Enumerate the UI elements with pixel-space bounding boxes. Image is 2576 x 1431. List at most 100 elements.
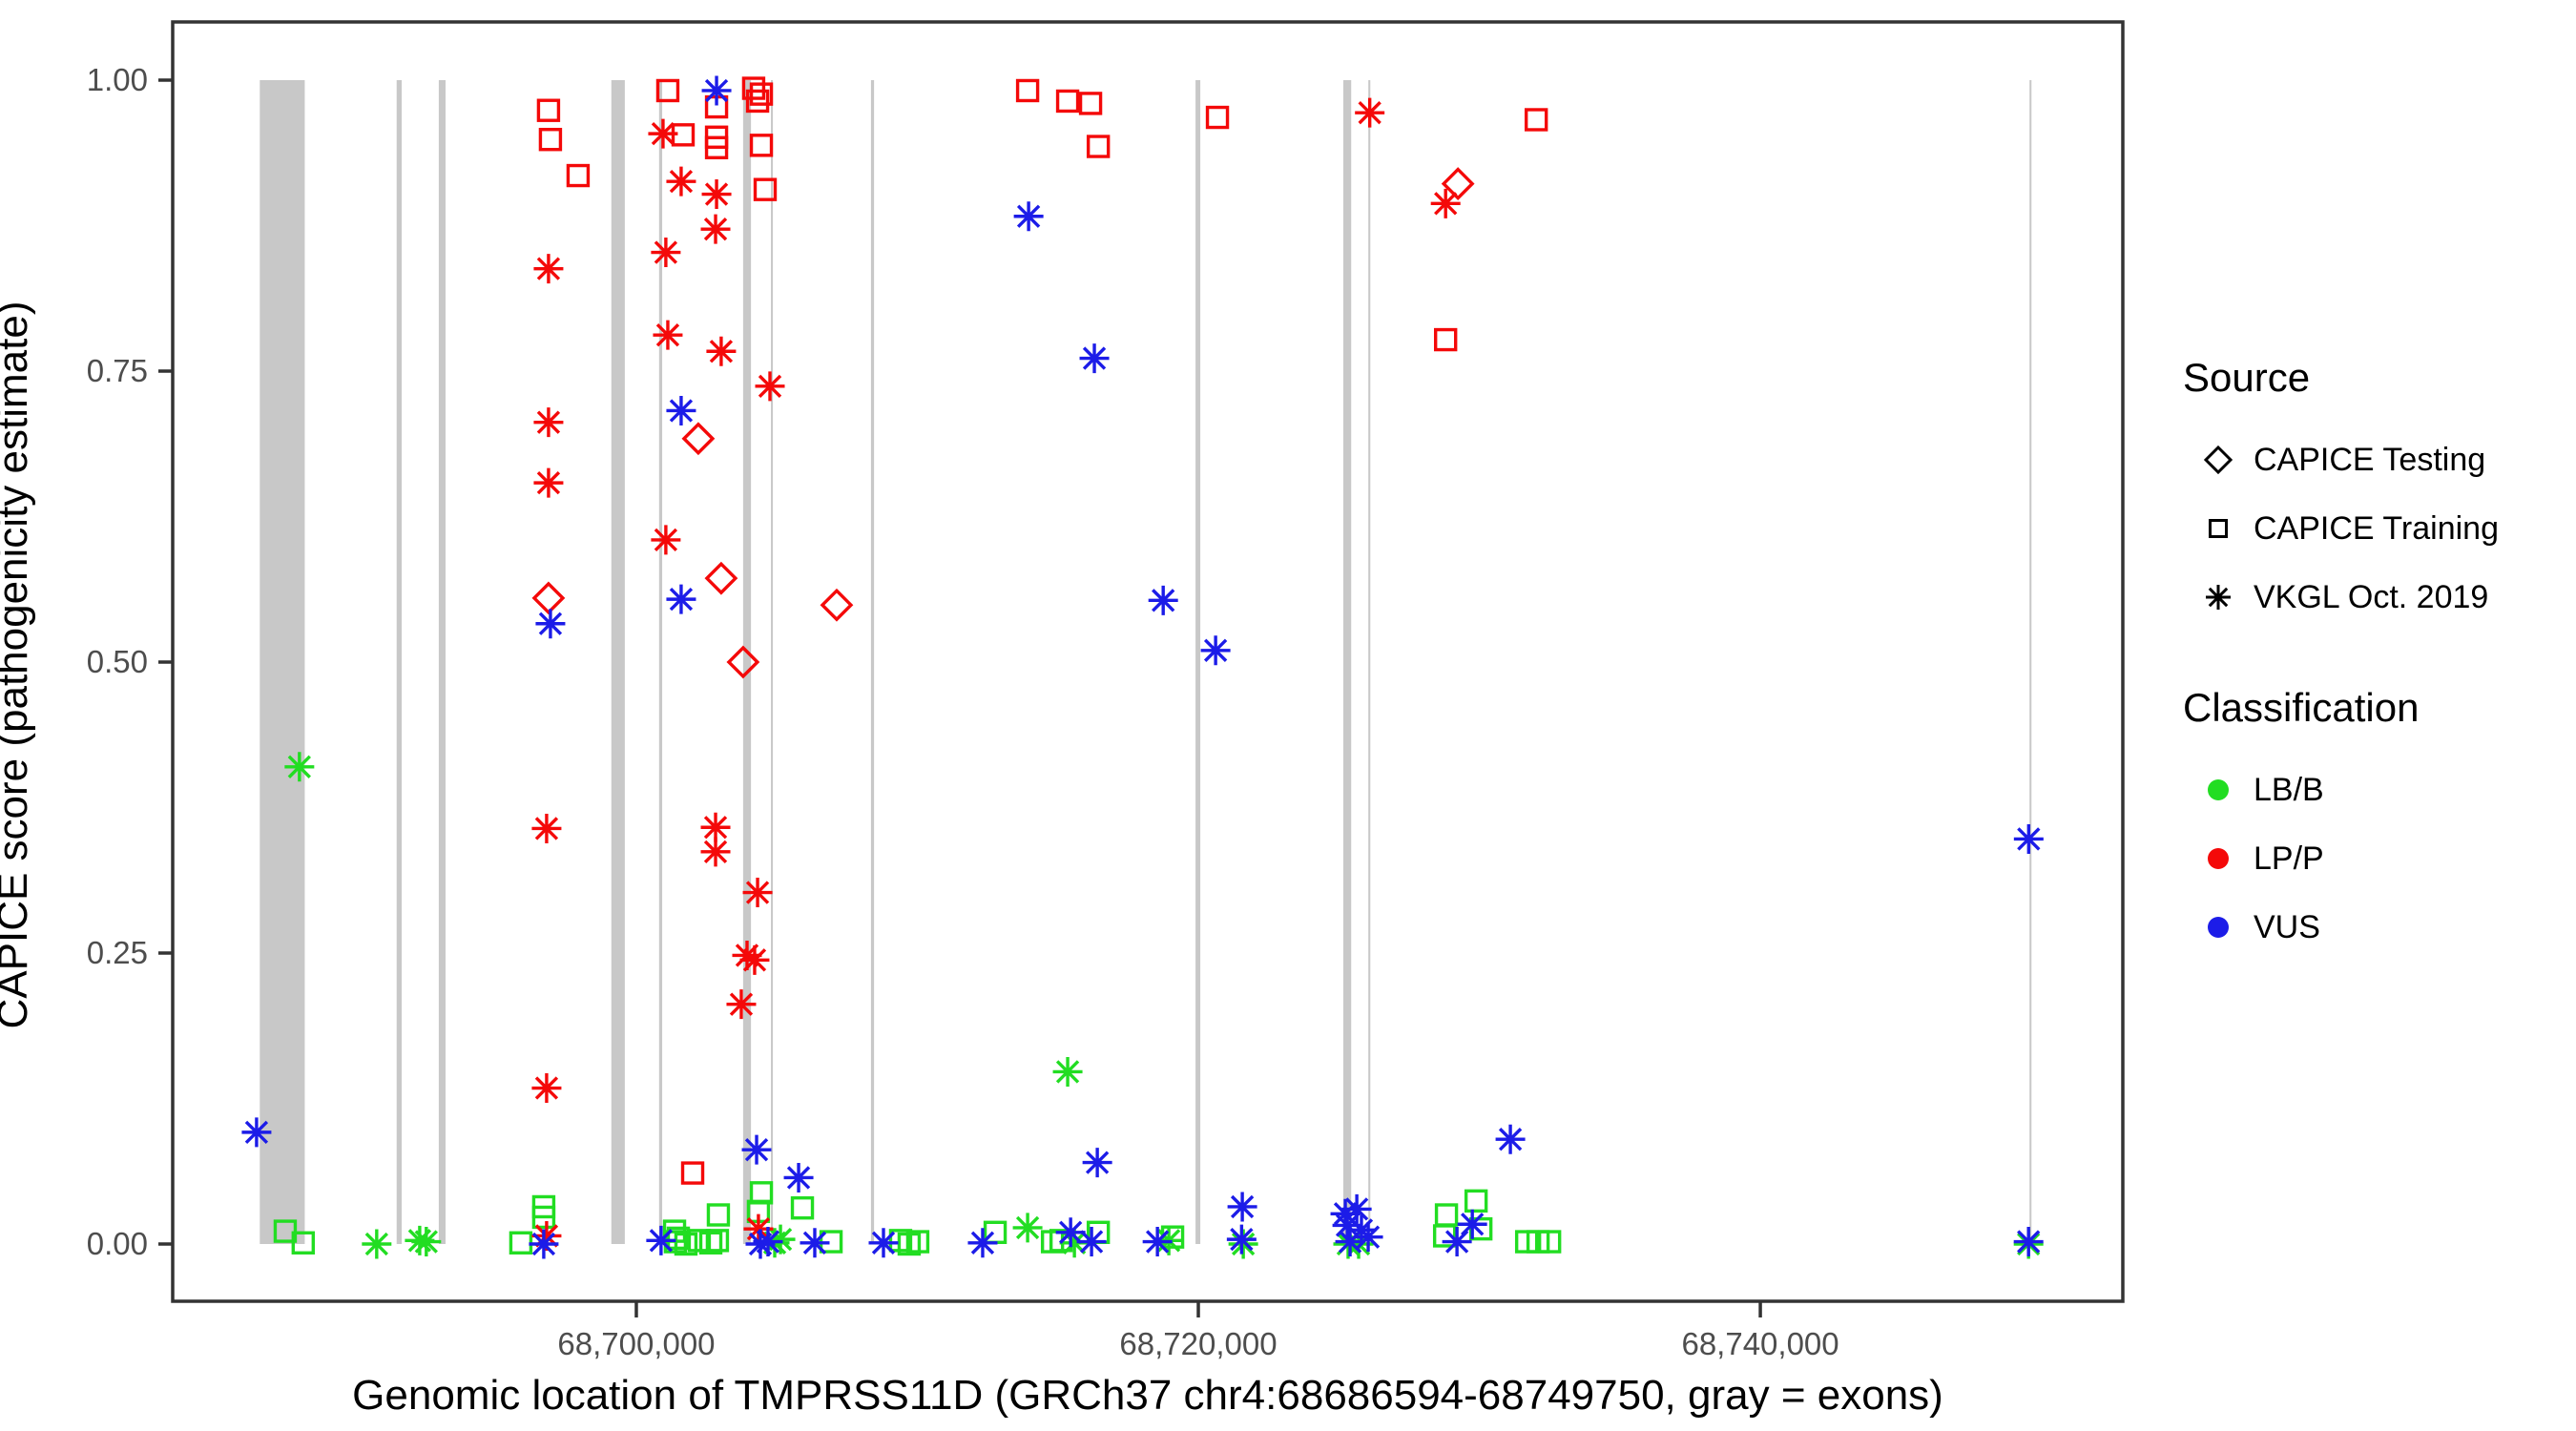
exon-bar bbox=[1195, 80, 1201, 1244]
data-point bbox=[648, 118, 678, 149]
data-point bbox=[1078, 92, 1103, 115]
data-point bbox=[701, 75, 732, 106]
exon-bar bbox=[396, 80, 403, 1244]
data-point bbox=[753, 177, 778, 201]
lpp-color-dot-icon bbox=[2183, 838, 2254, 880]
legend-item-capice-training: CAPICE Training bbox=[2183, 494, 2499, 563]
legend-item-label: CAPICE Testing bbox=[2254, 441, 2486, 478]
data-point bbox=[1332, 1210, 1362, 1240]
data-point bbox=[1012, 1213, 1043, 1243]
data-point bbox=[1430, 188, 1461, 218]
exon-bar bbox=[771, 80, 774, 1244]
data-point bbox=[745, 89, 770, 114]
data-point bbox=[701, 179, 732, 210]
data-point bbox=[533, 407, 564, 438]
data-point bbox=[646, 1225, 676, 1255]
data-point bbox=[1055, 1217, 1086, 1248]
data-point bbox=[1228, 1229, 1258, 1259]
data-point bbox=[531, 1220, 562, 1251]
lbb-color-dot-icon bbox=[2183, 769, 2254, 811]
data-point bbox=[531, 581, 566, 615]
data-point bbox=[666, 395, 696, 425]
data-point bbox=[1441, 167, 1475, 200]
exon-bar bbox=[1342, 80, 1352, 1244]
data-point bbox=[529, 1229, 559, 1259]
exon-bar bbox=[1368, 80, 1371, 1244]
data-point bbox=[362, 1229, 392, 1259]
legend-item-vkgl: VKGL Oct. 2019 bbox=[2183, 563, 2499, 632]
data-point bbox=[739, 944, 770, 975]
data-point bbox=[666, 166, 696, 197]
data-point bbox=[743, 1213, 774, 1244]
x-tick-label: 68,720,000 bbox=[1119, 1326, 1277, 1361]
data-point bbox=[1457, 1209, 1487, 1239]
data-point bbox=[753, 1227, 783, 1257]
x-tick-label: 68,700,000 bbox=[557, 1326, 715, 1361]
data-point bbox=[698, 1231, 723, 1255]
exon-bar bbox=[742, 80, 752, 1244]
data-point bbox=[1343, 1229, 1374, 1259]
data-point bbox=[538, 128, 563, 152]
data-point bbox=[755, 371, 785, 402]
data-point bbox=[533, 467, 564, 498]
y-tick-label: 0.75 bbox=[87, 353, 148, 388]
data-point bbox=[509, 1231, 533, 1255]
data-point bbox=[1226, 1224, 1257, 1255]
data-point bbox=[705, 1229, 730, 1253]
legend-item-vus: VUS bbox=[2183, 893, 2419, 962]
data-point bbox=[536, 98, 561, 122]
data-point bbox=[790, 1195, 815, 1220]
data-point bbox=[741, 76, 766, 100]
legend-item-label: CAPICE Training bbox=[2254, 509, 2499, 547]
data-point bbox=[1015, 78, 1040, 103]
plot-panel-border bbox=[171, 20, 2125, 1303]
legend-source: Source CAPICE Testing CAPICE Training VK… bbox=[2183, 355, 2499, 632]
data-point bbox=[700, 837, 731, 867]
legend-classification: Classification LB/B LP/P VUS bbox=[2183, 685, 2419, 962]
data-point bbox=[681, 422, 716, 456]
data-point bbox=[2013, 1227, 2044, 1257]
data-point bbox=[653, 320, 683, 350]
data-point bbox=[651, 238, 681, 268]
data-point bbox=[745, 1229, 776, 1259]
data-point bbox=[1082, 1148, 1112, 1178]
data-point bbox=[1433, 327, 1458, 352]
data-point bbox=[1059, 1228, 1090, 1258]
data-point bbox=[1537, 1230, 1562, 1254]
data-point bbox=[741, 1134, 772, 1165]
data-point bbox=[1353, 1222, 1383, 1253]
data-point bbox=[531, 1073, 562, 1104]
data-point bbox=[742, 878, 773, 908]
data-point bbox=[1013, 201, 1044, 232]
data-point bbox=[905, 1230, 930, 1254]
data-point bbox=[1086, 135, 1111, 158]
legend-item-label: VUS bbox=[2254, 908, 2320, 945]
data-point bbox=[700, 214, 731, 244]
exon-bar bbox=[260, 80, 305, 1244]
legend-item-lbb: LB/B bbox=[2183, 756, 2419, 824]
data-point bbox=[765, 1224, 796, 1255]
x-tick-label: 68,740,000 bbox=[1681, 1326, 1839, 1361]
legend-classification-title: Classification bbox=[2183, 685, 2420, 730]
data-point bbox=[1055, 89, 1080, 114]
data-point bbox=[732, 940, 762, 970]
data-point bbox=[1434, 1203, 1459, 1227]
data-point bbox=[273, 1219, 298, 1243]
data-point bbox=[535, 609, 566, 639]
data-point bbox=[680, 1161, 705, 1185]
data-point bbox=[1464, 1189, 1488, 1213]
data-point bbox=[241, 1117, 272, 1148]
exon-bar bbox=[870, 80, 875, 1244]
data-point bbox=[291, 1231, 316, 1255]
data-point bbox=[1205, 105, 1230, 130]
data-point bbox=[531, 1205, 556, 1230]
data-point bbox=[749, 1181, 774, 1205]
data-point bbox=[651, 525, 681, 555]
y-axis-title: CAPICE score (pathogenicity estimate) bbox=[0, 301, 36, 1029]
data-point bbox=[706, 1203, 731, 1227]
data-point bbox=[1524, 108, 1548, 132]
legend-item-label: VKGL Oct. 2019 bbox=[2254, 578, 2489, 615]
data-point bbox=[284, 752, 315, 782]
square-icon bbox=[2183, 508, 2254, 550]
